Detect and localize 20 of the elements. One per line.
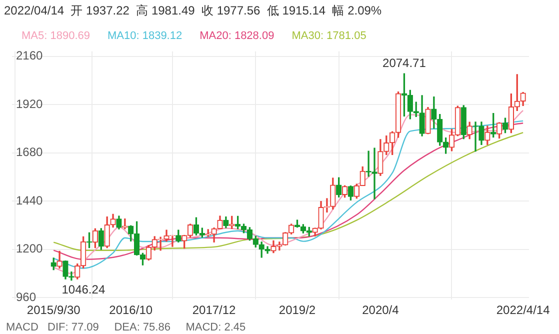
y-tick-label: 1680: [16, 145, 44, 160]
y-tick-label: 1920: [16, 96, 44, 111]
x-tick-label: 2019/2: [278, 303, 316, 318]
chart-title: 2022/04/14 开 1937.22 高 1981.49 收 1977.56 低 1915.14 幅 2.09%: [4, 4, 382, 18]
x-tick-label: 2020/4: [362, 303, 400, 318]
x-tick-label: 2015/9/30: [26, 303, 81, 318]
x-tick-label: 2022/4/14: [496, 303, 550, 318]
y-tick-label: 1440: [16, 193, 44, 208]
text: MA5: 1890.69: [22, 30, 90, 42]
y-tick-label: 1200: [16, 242, 44, 256]
text: MACD DIF: 77.09 DEA: 75.86 MACD: 2.45: [6, 322, 246, 334]
x-tick-label: 2016/10: [109, 303, 153, 318]
y-tick-label: 960: [16, 290, 36, 304]
text: MA30: 1781.05: [292, 30, 366, 42]
x-tick-label: 2017/12: [192, 303, 236, 318]
y-tick-label: 2160: [16, 48, 44, 63]
text: MA10: 1839.12: [107, 30, 182, 42]
text: MA20: 1828.09: [200, 30, 274, 42]
annotation: 1046.24: [62, 282, 106, 297]
annotation: 2074.71: [382, 56, 426, 70]
